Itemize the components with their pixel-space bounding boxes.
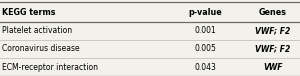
Text: Platelet activation: Platelet activation xyxy=(2,26,72,35)
Text: 0.001: 0.001 xyxy=(195,26,216,35)
Text: VWF; F2: VWF; F2 xyxy=(255,26,291,35)
Text: VWF; F2: VWF; F2 xyxy=(255,44,291,53)
Text: KEGG terms: KEGG terms xyxy=(2,8,55,17)
Text: Genes: Genes xyxy=(259,8,287,17)
Text: p-value: p-value xyxy=(189,8,222,17)
Text: 0.043: 0.043 xyxy=(195,63,216,72)
Text: VWF: VWF xyxy=(263,63,283,72)
Text: Coronavirus disease: Coronavirus disease xyxy=(2,44,79,53)
Text: ECM-receptor interaction: ECM-receptor interaction xyxy=(2,63,98,72)
Text: 0.005: 0.005 xyxy=(195,44,216,53)
